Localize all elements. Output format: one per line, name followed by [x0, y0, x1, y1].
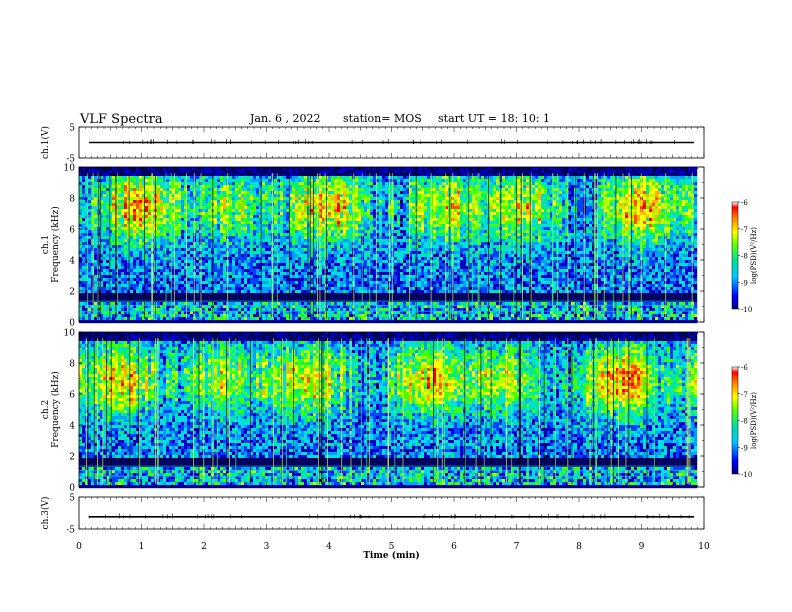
y-tick-label: 2: [69, 288, 75, 298]
y-axis-label: Frequency (kHz): [50, 371, 61, 448]
y-tick-label: 0: [69, 484, 75, 494]
x-tick-label: 4: [326, 542, 332, 552]
y-tick-label: 8: [69, 195, 75, 205]
y-axis-label: ch.1(V): [40, 126, 51, 159]
y-tick-label: 6: [69, 226, 75, 236]
y-axis-label: ch.1: [41, 235, 51, 254]
x-tick-label: 2: [201, 542, 207, 552]
x-tick-label: 1: [139, 542, 145, 552]
y-tick-label: 6: [69, 391, 75, 401]
spectrogram-2: [79, 332, 697, 488]
colorbar-tick-label: -7: [741, 391, 748, 399]
x-tick-label: 0: [76, 542, 82, 552]
colorbar-tick-label: -8: [741, 418, 748, 426]
y-tick-label: 10: [64, 329, 76, 339]
x-axis-label: Time (min): [363, 550, 420, 561]
y-tick-label: 8: [69, 360, 75, 370]
y-tick-label: 0: [69, 319, 75, 329]
y-tick-label: 2: [69, 453, 75, 463]
y-tick-label: 5: [69, 494, 75, 504]
colorbar-tick-label: -7: [741, 226, 748, 234]
colorbar-label: log(PSD)(V²/Hz): [750, 227, 758, 284]
y-axis-label: ch.3(V): [40, 497, 51, 530]
colorbar-tick-label: -10: [741, 471, 752, 479]
colorbar-label: log(PSD)(V²/Hz): [750, 392, 758, 449]
colorbar-tick-label: -9: [741, 444, 748, 452]
colorbar-tick-label: -8: [741, 253, 748, 261]
x-tick-label: 10: [698, 542, 710, 552]
colorbar-tick-label: -10: [741, 306, 752, 314]
waveform-0: [89, 139, 694, 144]
y-tick-label: 10: [64, 164, 76, 174]
panel-axes-3: 5 -5 ch.3(V): [40, 494, 704, 536]
colorbar-gradient: [732, 202, 738, 309]
x-tick-label: 9: [639, 542, 645, 552]
y-axis-label: ch.2: [41, 400, 51, 419]
x-tick-label: 7: [514, 542, 520, 552]
colorbar-tick-label: -9: [741, 279, 748, 287]
spectrogram-1: [79, 167, 697, 323]
colorbar-tick-label: -6: [741, 199, 748, 207]
colorbar-1: -10 -9 -8 -7 -6 log(PSD)(V²/Hz): [732, 199, 758, 314]
x-tick-label: 6: [451, 542, 457, 552]
x-tick-label: 3: [264, 542, 270, 552]
x-tick-label: 8: [576, 542, 582, 552]
y-tick-label: 4: [69, 257, 75, 267]
y-tick-label: 4: [69, 422, 75, 432]
panel-axes-0: 5-5ch.1(V): [40, 124, 704, 165]
spectrogram-layer: [79, 167, 697, 488]
colorbar-2: -10 -9 -8 -7 -6 log(PSD)(V²/Hz): [732, 364, 758, 479]
colorbar-tick-label: -6: [741, 364, 748, 372]
y-axis-label: Frequency (kHz): [50, 206, 61, 283]
waveform-3: [89, 513, 694, 518]
y-tick-label: 5: [69, 124, 75, 134]
colorbar-gradient: [732, 367, 738, 474]
y-tick-label: -5: [66, 526, 75, 536]
